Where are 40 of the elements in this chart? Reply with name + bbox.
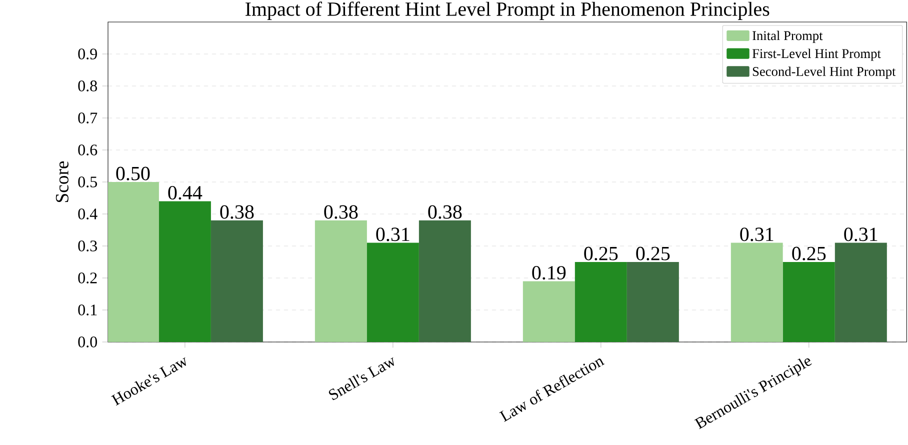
bar — [626, 262, 679, 342]
data-label: 0.25 — [792, 246, 826, 260]
x-tick-label: Snell's Law — [328, 357, 394, 400]
data-label: 0.31 — [740, 228, 774, 242]
data-label: 0.31 — [844, 228, 878, 242]
legend-label: Inital Prompt — [752, 30, 823, 43]
y-tick-label: 0.5 — [78, 176, 97, 188]
data-label: 0.38 — [428, 205, 462, 219]
y-tick-label: 0.1 — [78, 304, 97, 316]
bar — [366, 242, 419, 342]
data-label: 0.44 — [168, 186, 202, 200]
y-tick-label: 0.4 — [78, 208, 98, 220]
bar — [314, 220, 367, 342]
bar — [210, 220, 263, 342]
legend-label: Second-Level Hint Prompt — [752, 66, 896, 79]
y-tick-label: 0.9 — [78, 48, 97, 60]
bar — [522, 281, 575, 342]
bar — [574, 262, 627, 342]
data-label: 0.25 — [636, 246, 670, 260]
y-tick-label: 0.7 — [78, 112, 98, 124]
y-tick-label: 0.3 — [78, 240, 97, 252]
data-label: 0.19 — [532, 266, 566, 280]
bar — [834, 242, 887, 342]
bar — [730, 242, 783, 342]
data-label: 0.50 — [116, 166, 150, 180]
legend-label: First-Level Hint Prompt — [752, 48, 881, 61]
y-tick-label: 0.0 — [78, 336, 97, 348]
y-axis-title: Score — [56, 161, 68, 202]
y-tick-label: 0.8 — [78, 80, 97, 92]
chart-title: Impact of Different Hint Level Prompt in Phenomenon Principles — [246, 2, 770, 20]
data-label: 0.31 — [376, 228, 410, 242]
y-tick-label: 0.6 — [78, 144, 98, 156]
y-tick-label: 0.2 — [78, 272, 97, 284]
bar — [158, 201, 211, 342]
data-label: 0.38 — [220, 205, 254, 219]
bar — [108, 182, 159, 342]
bar — [782, 262, 835, 342]
data-label: 0.25 — [584, 246, 618, 260]
data-label: 0.38 — [324, 205, 358, 219]
bar — [418, 220, 471, 342]
